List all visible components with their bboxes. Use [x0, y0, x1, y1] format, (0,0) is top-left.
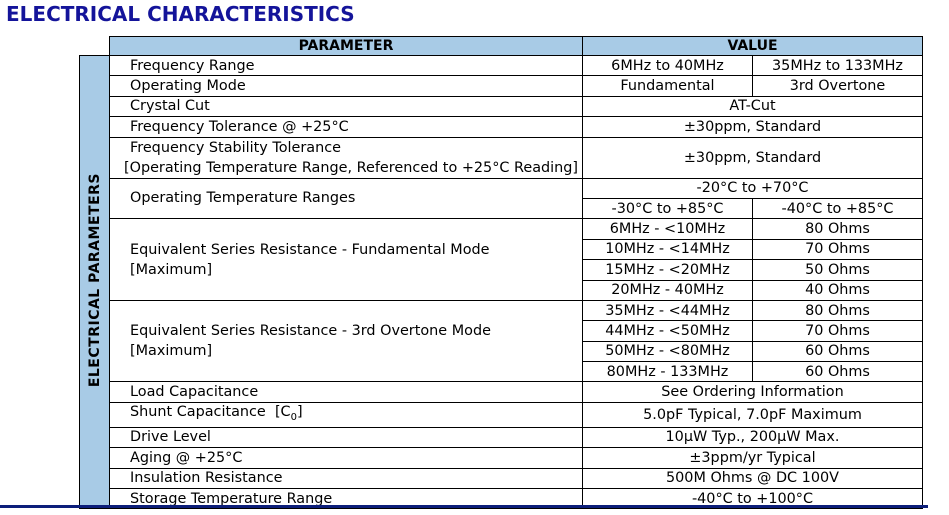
- table-row: Equivalent Series Resistance - 3rd Overt…: [80, 299, 923, 383]
- table-row: Drive Level 10µW Typ., 200µW Max.: [80, 426, 923, 449]
- bottom-rule: [0, 505, 928, 508]
- table-row: -30°C to +85°C -40°C to +85°C: [80, 197, 923, 220]
- value-cell: 50MHz - <80MHz: [582, 340, 753, 363]
- table-row: Crystal Cut AT-Cut: [80, 95, 923, 118]
- param-label: Load Capacitance: [109, 381, 583, 403]
- param-label-line: Equivalent Series Resistance - Fundament…: [130, 241, 490, 258]
- param-label: Insulation Resistance: [109, 467, 583, 489]
- table-row: Operating Mode Fundamental 3rd Overtone: [80, 75, 923, 97]
- param-label: Equivalent Series Resistance - 3rd Overt…: [109, 299, 583, 383]
- value-header: VALUE: [582, 36, 923, 56]
- value-cell: -40°C to +100°C: [582, 487, 923, 510]
- parameter-header: PARAMETER: [109, 36, 583, 56]
- param-label: Frequency Tolerance @ +25°C: [109, 116, 583, 138]
- value-cell: -30°C to +85°C: [582, 197, 753, 220]
- table-row: ELECTRICAL PARAMETERS Frequency Range 6M…: [79, 54, 923, 510]
- value-cell: See Ordering Information: [582, 381, 923, 403]
- value-cell: 10MHz - <14MHz: [582, 238, 753, 261]
- value-cell: 6MHz to 40MHz: [582, 54, 753, 77]
- value-cell: 10µW Typ., 200µW Max.: [582, 426, 923, 449]
- value-cell: 60 Ohms: [752, 340, 923, 363]
- table-row: 80MHz - 133MHz 60 Ohms: [80, 361, 923, 383]
- param-label: Operating Mode: [109, 75, 583, 97]
- param-label-line: [Operating Temperature Range, Referenced…: [124, 159, 579, 176]
- table-row: Storage Temperature Range -40°C to +100°…: [80, 487, 923, 510]
- param-label-text-end: ]: [296, 403, 303, 420]
- value-cell: 44MHz - <50MHz: [582, 320, 753, 342]
- value-cell: 80MHz - 133MHz: [582, 361, 753, 383]
- param-label-text: Shunt Capacitance [C: [130, 403, 291, 420]
- table-header-row: PARAMETER VALUE: [79, 36, 923, 56]
- table-row: Equivalent Series Resistance - Fundament…: [80, 218, 923, 301]
- param-label-line: [Maximum]: [130, 261, 213, 278]
- value-cell: 40 Ohms: [752, 279, 923, 301]
- value-cell: 80 Ohms: [752, 218, 923, 240]
- value-cell: -40°C to +85°C: [752, 197, 923, 220]
- value-cell: AT-Cut: [582, 95, 923, 118]
- param-label-subscript: 0: [290, 411, 297, 423]
- param-label: Shunt Capacitance [C0]: [109, 401, 583, 428]
- param-label: Aging @ +25°C: [109, 447, 583, 469]
- value-cell: 70 Ohms: [752, 320, 923, 342]
- electrical-characteristics-table: PARAMETER VALUE ELECTRICAL PARAMETERS Fr…: [79, 36, 923, 510]
- value-cell: Fundamental: [582, 75, 753, 97]
- value-cell: ±30ppm, Standard: [582, 136, 923, 179]
- param-label: Operating Temperature Ranges: [109, 177, 583, 220]
- value-cell: 35MHz to 133MHz: [752, 54, 923, 77]
- value-cell: ±30ppm, Standard: [582, 116, 923, 138]
- param-label-line: [Maximum]: [130, 343, 213, 360]
- table-row: Load Capacitance See Ordering Informatio…: [80, 381, 923, 403]
- value-cell: ±3ppm/yr Typical: [582, 447, 923, 469]
- param-label: Crystal Cut: [109, 95, 583, 118]
- value-cell: 3rd Overtone: [752, 75, 923, 97]
- param-label: Frequency Stability Tolerance [Operating…: [109, 136, 583, 179]
- value-cell: -20°C to +70°C: [582, 177, 923, 199]
- param-label: Equivalent Series Resistance - Fundament…: [109, 218, 583, 301]
- table-row: 10MHz - <14MHz 70 Ohms: [80, 238, 923, 261]
- table-row: 44MHz - <50MHz 70 Ohms: [80, 320, 923, 342]
- table-row: Frequency Tolerance @ +25°C ±30ppm, Stan…: [80, 116, 923, 138]
- value-cell: 60 Ohms: [752, 361, 923, 383]
- table-row: Insulation Resistance 500M Ohms @ DC 100…: [80, 467, 923, 489]
- side-label: ELECTRICAL PARAMETERS: [86, 172, 103, 387]
- value-cell: 15MHz - <20MHz: [582, 259, 753, 281]
- value-cell: 50 Ohms: [752, 259, 923, 281]
- param-label-line: Equivalent Series Resistance - 3rd Overt…: [130, 323, 491, 340]
- param-label: Drive Level: [109, 426, 583, 449]
- param-label-line: Frequency Stability Tolerance: [130, 139, 341, 156]
- table-row: Operating Temperature Ranges -20°C to +7…: [80, 177, 923, 220]
- value-cell: 5.0pF Typical, 7.0pF Maximum: [582, 401, 923, 428]
- side-label-cell: ELECTRICAL PARAMETERS: [79, 54, 110, 510]
- value-cell: 500M Ohms @ DC 100V: [582, 467, 923, 489]
- table-row: 20MHz - 40MHz 40 Ohms: [80, 279, 923, 301]
- page-title: ELECTRICAL CHARACTERISTICS: [6, 2, 355, 26]
- table-row: Shunt Capacitance [C0] 5.0pF Typical, 7.…: [80, 401, 923, 428]
- param-label: Storage Temperature Range: [109, 487, 583, 510]
- header-spacer: [79, 36, 110, 56]
- param-label: Frequency Range: [109, 54, 583, 77]
- value-cell: 80 Ohms: [752, 299, 923, 322]
- value-cell: 70 Ohms: [752, 238, 923, 261]
- value-cell: 35MHz - <44MHz: [582, 299, 753, 322]
- table-row: Aging @ +25°C ±3ppm/yr Typical: [80, 447, 923, 469]
- value-cell: 6MHz - <10MHz: [582, 218, 753, 240]
- value-cell: 20MHz - 40MHz: [582, 279, 753, 301]
